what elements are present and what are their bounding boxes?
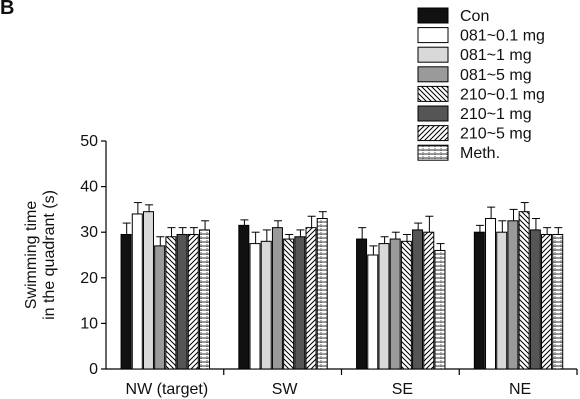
y-tick-label: 40 xyxy=(80,179,98,196)
bar xyxy=(131,213,143,370)
axes: 0 10 20 30 40 50 NW (target) SW SE NE xyxy=(80,133,578,398)
bar xyxy=(187,233,199,370)
bar xyxy=(356,238,368,370)
bar xyxy=(260,240,272,370)
legend-swatch xyxy=(417,144,449,161)
bar xyxy=(283,238,295,370)
bar xyxy=(367,254,379,370)
y-axis-title-line-1: Swimming time xyxy=(23,201,40,310)
bar xyxy=(412,229,424,370)
y-tick-label: 20 xyxy=(80,270,98,287)
legend-swatch xyxy=(417,66,449,83)
bar xyxy=(423,231,435,370)
x-category-label: NW (target) xyxy=(126,381,209,398)
bar xyxy=(294,236,306,370)
bar xyxy=(400,240,412,370)
bar xyxy=(305,227,317,370)
bar xyxy=(154,245,166,370)
y-axis-title: Swimming time in the quadrant (s) xyxy=(23,190,58,320)
bar xyxy=(249,243,261,370)
bar xyxy=(165,236,177,370)
legend-label: 210~1 mg xyxy=(460,106,532,123)
bar xyxy=(238,224,250,370)
legend-label: 210~5 mg xyxy=(460,126,532,143)
bar xyxy=(142,211,154,370)
bar xyxy=(496,231,508,370)
bar xyxy=(176,233,188,370)
legend-swatch xyxy=(417,125,449,142)
bar xyxy=(389,238,401,370)
legend-label: 081~0.1 mg xyxy=(460,28,545,45)
bar xyxy=(316,218,328,370)
bar xyxy=(518,211,530,370)
panel-label: B xyxy=(0,0,14,19)
y-tick-label: 10 xyxy=(80,315,98,332)
legend-swatch xyxy=(417,7,449,24)
y-tick-label: 0 xyxy=(89,361,98,378)
bar xyxy=(120,233,132,370)
legend-label: 081~5 mg xyxy=(460,67,532,84)
y-tick-label: 30 xyxy=(80,224,98,241)
bar xyxy=(271,227,283,370)
bars xyxy=(120,202,564,370)
bar xyxy=(541,233,553,370)
legend-swatch xyxy=(417,105,449,122)
y-tick-label: 50 xyxy=(80,133,98,150)
bar xyxy=(529,229,541,370)
x-category-label: SE xyxy=(392,381,413,398)
legend: Con 081~0.1 mg 081~1 mg 081~5 mg 210~0.1 mg 2… xyxy=(417,7,545,162)
legend-label: 081~1 mg xyxy=(460,47,532,64)
bar xyxy=(473,231,485,370)
bar xyxy=(198,229,210,370)
legend-swatch xyxy=(417,46,449,63)
legend-swatch xyxy=(417,85,449,102)
legend-swatch xyxy=(417,27,449,44)
legend-label: 210~0.1 mg xyxy=(460,86,545,103)
y-axis-title-line-2: in the quadrant (s) xyxy=(41,190,58,320)
bar xyxy=(378,243,390,370)
legend-label: Meth. xyxy=(460,145,500,162)
x-category-label: NE xyxy=(509,381,531,398)
x-category-label: SW xyxy=(272,381,299,398)
bar xyxy=(507,220,519,370)
bar xyxy=(485,218,497,370)
legend-label: Con xyxy=(460,8,489,25)
bar xyxy=(552,233,564,370)
bar xyxy=(434,249,446,370)
